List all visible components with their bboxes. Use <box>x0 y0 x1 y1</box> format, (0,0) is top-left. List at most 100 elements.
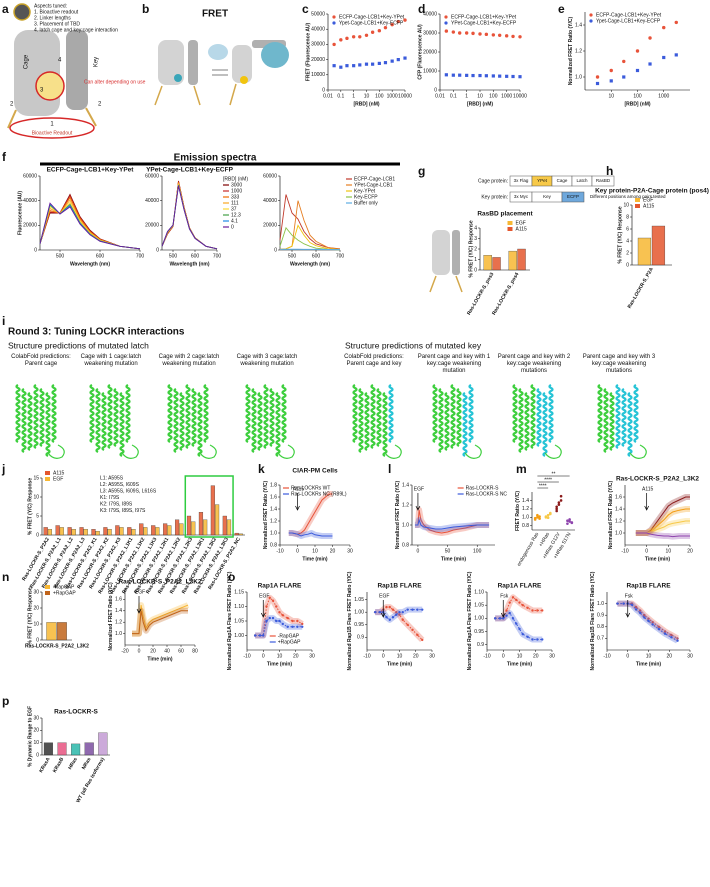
marker <box>663 630 667 633</box>
x-tick-label: 0 <box>626 653 629 659</box>
point <box>451 73 455 77</box>
marker <box>258 634 262 637</box>
line-band <box>288 491 333 538</box>
annotation: Fsk <box>500 593 509 599</box>
marker <box>531 638 534 641</box>
chart-title: CIAR-PM Cells <box>292 468 338 475</box>
x-tick-label: Ras-LOCKR-S_pos4 <box>491 271 520 316</box>
y-axis-label: Normalized FRET Ratio (Y/C) <box>108 582 114 651</box>
marker <box>526 606 529 610</box>
x-tick-label: 20 <box>150 648 156 654</box>
panel-letter: o <box>228 570 235 584</box>
helix <box>468 384 474 443</box>
legend-swatch <box>507 227 513 231</box>
point <box>364 33 369 37</box>
y-tick-label: 1.4 <box>615 506 622 512</box>
point <box>566 522 569 525</box>
y-tick-label: 40000 <box>23 198 37 204</box>
bar <box>95 531 100 536</box>
point <box>451 30 456 34</box>
point <box>511 34 515 39</box>
y-tick-label: 1.00 <box>234 633 244 639</box>
marker <box>291 625 294 628</box>
marker <box>271 616 275 620</box>
bar <box>222 515 227 536</box>
point <box>339 65 343 69</box>
mutation-note: L3: A595S, I609S, L616S <box>100 488 157 494</box>
x-tick-label: 10 <box>666 548 672 554</box>
aspect-number: 2 <box>10 102 14 108</box>
arrow-head <box>260 612 266 618</box>
marker <box>493 617 497 620</box>
bar <box>151 525 156 536</box>
chart: 0 20000 40000 60000 500 600 700 Wavelength (nm)… <box>263 173 395 267</box>
y-tick-label: 1.05 <box>354 597 364 603</box>
bar <box>238 533 244 536</box>
construct-note: Different positions among pairs tested <box>590 194 666 199</box>
line-band <box>495 610 543 643</box>
x-tick-label: 20 <box>330 548 336 554</box>
x-tick-label: HRas <box>67 756 79 770</box>
chart: 1.0 1.2 1.4 1.6 -10 0 10 20 Ras-LOCKR-S_P2A2_L3K… <box>608 476 699 563</box>
y-tick-label: 40000 <box>311 27 325 33</box>
arrow-head <box>644 505 649 511</box>
marker <box>275 619 278 623</box>
marker <box>676 637 679 640</box>
bar <box>55 525 60 536</box>
legend-label: Ras-LOCKRs WT <box>291 485 330 491</box>
legend-label: Ypet-Cage-LCB1+Key-ECFP <box>596 18 661 24</box>
x-tick-label: 60 <box>178 648 184 654</box>
arrow-head <box>415 505 421 511</box>
panel-letter: a <box>2 2 9 16</box>
point <box>390 59 394 63</box>
chart: 1.0 1.2 1.4 1.6 -20 0 20 40 60 80 Ras-LOCKR-S_P2A2… <box>108 579 202 663</box>
x-tick-label: 500 <box>56 253 65 259</box>
domain <box>591 175 615 187</box>
point <box>352 64 356 68</box>
aspect-item: 3. Placement of TBD <box>34 21 80 27</box>
legend-label: -RapGAP <box>53 584 75 590</box>
annotation: A115 <box>293 486 305 492</box>
marker <box>268 596 271 599</box>
domain-label: Latch <box>576 178 588 183</box>
section-heading: Round 3: Tuning LOCKR interactions <box>8 327 185 338</box>
legend-swatch <box>332 21 336 25</box>
x-tick-label: 30 <box>429 653 435 659</box>
y-axis-label: Normalized Rap1A Flare FRET Ratio (Y/C) <box>467 571 473 670</box>
point <box>568 518 571 521</box>
point <box>566 519 569 523</box>
helix <box>281 384 287 443</box>
annotation: EGF <box>379 593 389 599</box>
x-tick-label: -10 <box>603 653 610 659</box>
marker <box>301 625 304 628</box>
point <box>396 19 400 24</box>
point <box>674 53 678 57</box>
bar <box>214 504 220 536</box>
marker <box>262 634 265 637</box>
y-tick-label: 1.6 <box>615 494 622 500</box>
point <box>345 36 349 41</box>
marker <box>531 609 534 612</box>
point <box>609 79 613 83</box>
chart-title: YPet-Cage-LCB1+Key-ECFP <box>146 167 234 174</box>
y-tick-label: 0 <box>36 752 39 758</box>
x-axis-label: Time (min) <box>507 661 533 667</box>
marker <box>670 633 673 637</box>
y-axis-label: Normalized Rap1B Flare FRET Ratio (Y/C) <box>347 571 353 670</box>
x-axis-label: Time (min) <box>302 556 328 562</box>
y-tick-label: 10000 <box>423 68 437 74</box>
helix <box>21 388 27 453</box>
marker <box>651 623 654 626</box>
bar <box>651 225 666 266</box>
y-tick-label: 1.15 <box>234 589 244 595</box>
x-tick-label: 10 <box>608 93 614 99</box>
point <box>555 509 558 513</box>
y-axis-label: FRET Ratio (Y/C) <box>515 491 521 531</box>
marker <box>391 608 395 611</box>
loop <box>384 444 402 459</box>
x-tick-label: 20 <box>533 653 539 659</box>
marker <box>505 609 508 612</box>
y-tick-label: 2 <box>474 246 477 252</box>
marker <box>411 628 414 632</box>
